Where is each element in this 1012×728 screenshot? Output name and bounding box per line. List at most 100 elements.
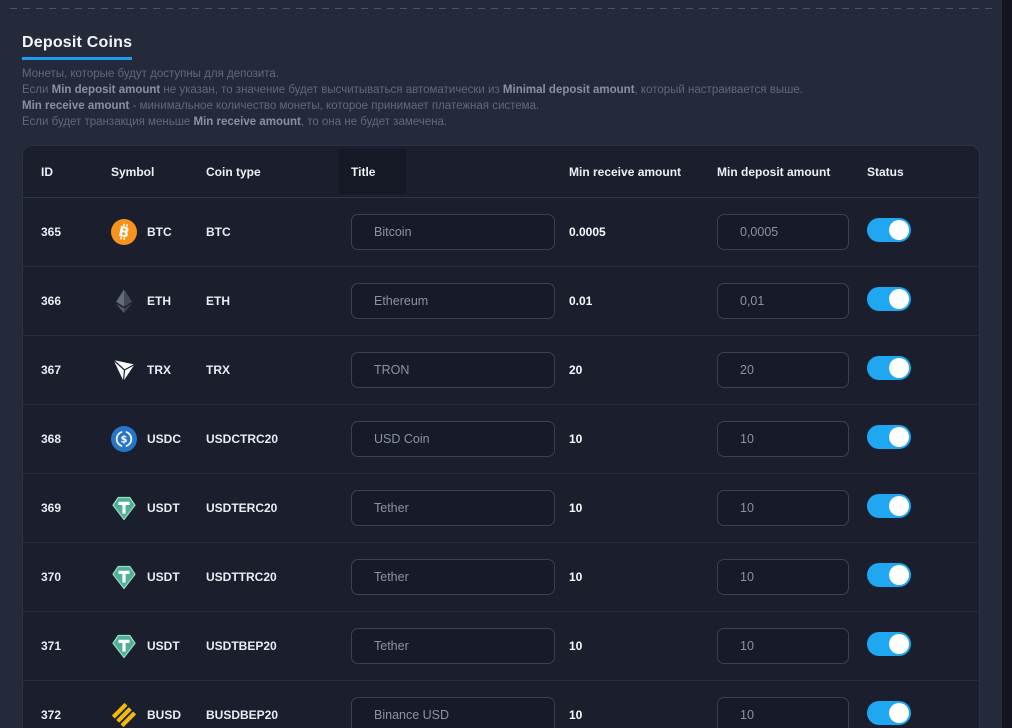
usdt-icon [111,633,137,659]
title-input[interactable] [351,421,555,457]
coin-type: USDTTRC20 [206,570,277,584]
title-input[interactable] [351,628,555,664]
min-deposit-input[interactable] [717,559,849,595]
min-receive-amount: 10 [569,501,583,515]
column-header-symbol: Symbol [111,164,155,179]
min-deposit-input[interactable] [717,352,849,388]
symbol-label: BTC [147,225,172,239]
table-row: 367 TRX TRX 20 [23,336,979,405]
description-line: Min receive amount - минимальное количес… [22,100,540,112]
min-deposit-input[interactable] [717,283,849,319]
table-row: 372 BUSD BUSDBEP20 10 [23,681,979,728]
title-column-highlight [339,149,406,194]
symbol-label: USDT [147,501,180,515]
table-body: 365 B BTC BTC 0.0005 366 ETH ETH 0.01 36… [23,198,979,728]
toggle-knob [889,288,909,309]
column-header-min-receive: Min receive amount [569,164,682,179]
symbol-cell: USDT [111,633,206,659]
coin-type: BUSDBEP20 [206,708,279,722]
title-input[interactable] [351,559,555,595]
description-line: Монеты, которые будут доступны для депоз… [22,68,280,80]
toggle-knob [889,564,909,585]
title-input[interactable] [351,214,555,250]
symbol-cell: B BTC [111,219,206,245]
table-row: 369 USDT USDTERC20 10 [23,474,979,543]
toggle-knob [889,219,909,240]
table-row: 368 $ USDC USDCTRC20 10 [23,405,979,474]
symbol-cell: USDT [111,495,206,521]
symbol-label: BUSD [147,708,182,722]
coin-type: ETH [206,294,230,308]
deposit-coins-table: ID Symbol Coin type Title Min receive am… [22,145,980,728]
symbol-label: USDT [147,570,180,584]
title-input[interactable] [351,352,555,388]
status-toggle[interactable] [867,355,911,380]
svg-text:B: B [117,224,131,242]
min-deposit-input[interactable] [717,490,849,526]
min-deposit-input[interactable] [717,628,849,664]
title-input[interactable] [351,697,555,728]
symbol-cell: $ USDC [111,426,206,452]
title-input[interactable] [351,283,555,319]
min-receive-amount: 10 [569,639,583,653]
min-receive-amount: 10 [569,570,583,584]
symbol-cell: BUSD [111,702,206,728]
scrollbar-track[interactable] [1002,0,1012,728]
description-line: Если Min deposit amount не указан, то зн… [22,84,803,96]
status-toggle[interactable] [867,631,911,656]
coin-type: BTC [206,225,231,239]
busd-icon [111,702,137,728]
row-id: 366 [41,294,62,308]
top-dashed-divider [10,8,996,9]
symbol-label: USDC [147,432,182,446]
status-toggle[interactable] [867,424,911,449]
min-deposit-input[interactable] [717,421,849,457]
status-toggle[interactable] [867,286,911,311]
min-receive-amount: 10 [569,708,583,722]
column-header-coin-type: Coin type [206,164,261,179]
toggle-knob [889,633,909,654]
min-receive-amount: 10 [569,432,583,446]
status-toggle[interactable] [867,562,911,587]
title-input[interactable] [351,490,555,526]
eth-icon [111,288,137,314]
usdt-icon [111,564,137,590]
column-header-id: ID [41,164,53,179]
coin-type: USDTBEP20 [206,639,277,653]
row-id: 370 [41,570,62,584]
toggle-knob [889,357,909,378]
toggle-knob [889,495,909,516]
svg-text:$: $ [121,435,128,446]
table-row: 366 ETH ETH 0.01 [23,267,979,336]
column-header-status: Status [867,164,904,179]
usdc-icon: $ [111,426,137,452]
row-id: 367 [41,363,62,377]
toggle-knob [889,426,909,447]
min-deposit-input[interactable] [717,214,849,250]
table-row: 370 USDT USDTTRC20 10 [23,543,979,612]
min-deposit-input[interactable] [717,697,849,728]
symbol-cell: USDT [111,564,206,590]
column-header-min-deposit: Min deposit amount [717,164,831,179]
description-line: Если будет транзакция меньше Min receive… [22,116,448,128]
status-toggle[interactable] [867,700,911,725]
btc-icon: B [111,219,137,245]
column-header-title: Title [351,164,376,179]
usdt-icon [111,495,137,521]
min-receive-amount: 0.01 [569,294,593,308]
row-id: 371 [41,639,62,653]
symbol-cell: TRX [111,357,206,383]
row-id: 368 [41,432,62,446]
symbol-label: USDT [147,639,180,653]
toggle-knob [889,702,909,723]
row-id: 365 [41,225,62,239]
status-toggle[interactable] [867,493,911,518]
table-row: 365 B BTC BTC 0.0005 [23,198,979,267]
min-receive-amount: 0.0005 [569,225,606,239]
coin-type: USDCTRC20 [206,432,279,446]
coin-type: TRX [206,363,230,377]
page-title: Deposit Coins [22,34,133,60]
status-toggle[interactable] [867,217,911,242]
row-id: 372 [41,708,62,722]
row-id: 369 [41,501,62,515]
